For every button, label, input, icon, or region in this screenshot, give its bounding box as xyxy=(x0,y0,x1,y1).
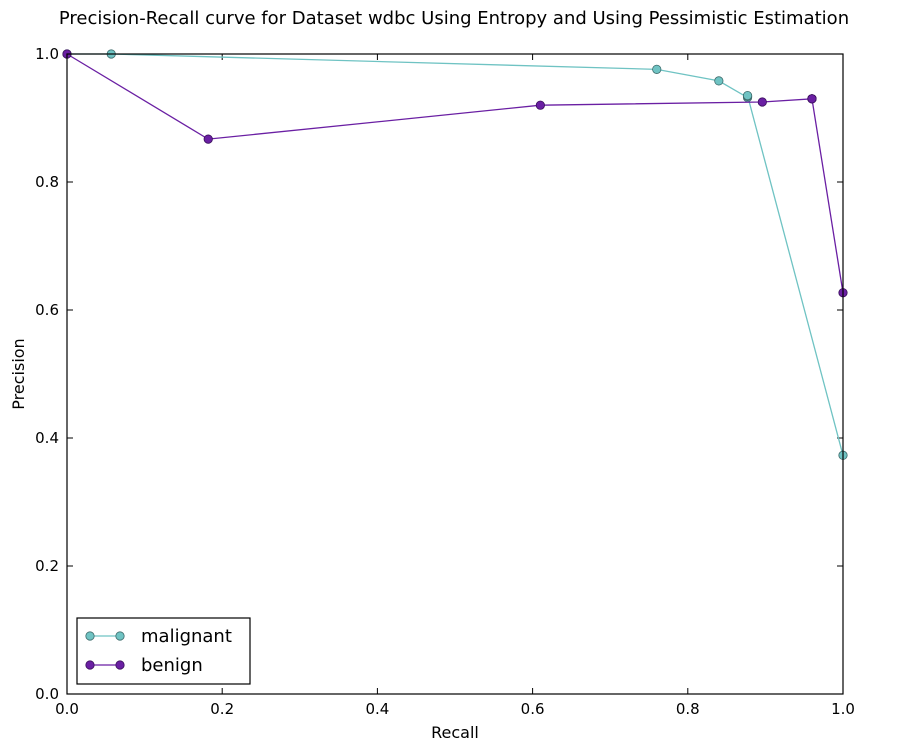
x-tick-label: 0.6 xyxy=(521,700,545,718)
y-tick-label: 0.8 xyxy=(35,173,59,191)
data-point-benign xyxy=(203,134,213,144)
y-axis-label: Precision xyxy=(9,338,28,409)
data-point-benign xyxy=(757,97,767,107)
legend-marker-malignant xyxy=(85,631,95,641)
x-axis-label: Recall xyxy=(431,723,479,742)
y-tick-label: 1.0 xyxy=(35,45,59,63)
data-point-benign xyxy=(807,94,817,104)
x-tick-label: 1.0 xyxy=(831,700,855,718)
x-tick-label: 0.4 xyxy=(365,700,389,718)
legend-marker-malignant xyxy=(115,631,125,641)
legend-label-malignant: malignant xyxy=(141,626,232,647)
legend-marker-benign xyxy=(85,660,95,670)
plot-frame xyxy=(66,53,844,695)
y-tick-label: 0.6 xyxy=(35,301,59,319)
series-group xyxy=(62,49,848,460)
legend-label-benign: benign xyxy=(141,655,203,676)
series-benign xyxy=(62,49,848,298)
series-line-benign xyxy=(66,53,844,293)
y-tick-label: 0.4 xyxy=(35,429,59,447)
x-tick-label: 0.0 xyxy=(55,700,79,718)
x-tick-label: 0.2 xyxy=(210,700,234,718)
legend-box xyxy=(76,617,251,685)
y-tick-label: 0.0 xyxy=(35,685,59,703)
chart-title: Precision-Recall curve for Dataset wdbc … xyxy=(59,8,849,29)
y-tick-label: 0.2 xyxy=(35,557,59,575)
x-tick-label: 0.8 xyxy=(676,700,700,718)
series-malignant xyxy=(62,49,848,460)
data-point-malignant xyxy=(742,91,753,101)
legend: malignant benign xyxy=(76,617,251,685)
legend-marker-benign xyxy=(115,660,125,670)
data-point-malignant xyxy=(652,64,662,74)
data-point-benign xyxy=(535,100,545,110)
data-point-malignant xyxy=(714,76,724,86)
axis-ticks: 0.0 0.2 0.4 0.6 0.8 1.0 0.0 0.2 0.4 0.6 0.8 1.0 xyxy=(35,45,855,718)
